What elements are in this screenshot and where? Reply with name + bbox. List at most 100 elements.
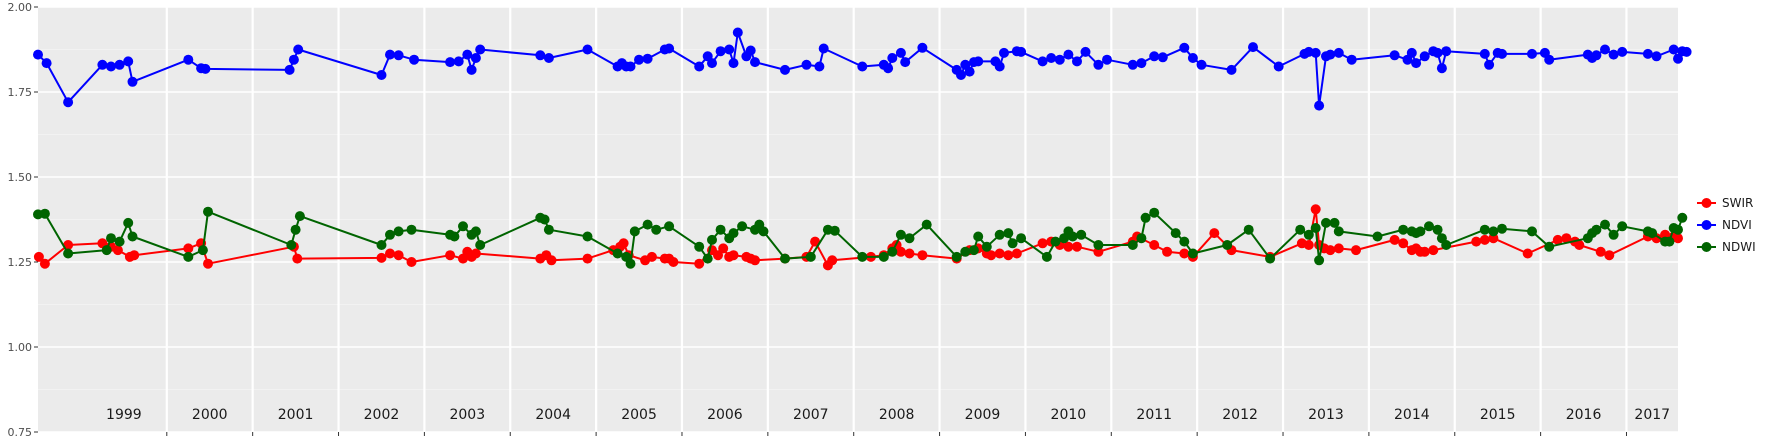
legend-key-point [1701,220,1712,230]
ndwi-point [702,253,713,264]
ndwi-point [973,231,984,242]
ndwi-point [981,241,992,252]
ndwi-point [904,233,915,244]
swir-point [1310,204,1321,215]
year-label: 2013 [1308,407,1344,423]
ndwi-point [625,258,636,269]
ndvi-point [964,66,975,77]
ndvi-point [664,43,675,54]
ndwi-point [290,224,301,235]
ndvi-point [1389,50,1400,61]
ndwi-point [1441,240,1452,250]
swir-point [1179,248,1190,259]
legend-item-swir: SWIR [1697,196,1753,210]
swir-point [986,250,997,261]
ndvi-point [994,61,1005,72]
swir-point [1003,250,1014,261]
ndvi-point [857,61,868,72]
swir-point [1574,240,1585,250]
ndwi-point [780,253,790,264]
ndwi-point [1093,240,1104,250]
ndvi-point [1642,48,1653,59]
y-tick-label: 1.00 [8,341,33,354]
ndwi-point [1016,233,1027,244]
year-label: 2010 [1051,407,1087,423]
ndwi-point [1303,229,1314,240]
swir-point [1522,248,1533,259]
ndwi-point [39,208,50,219]
year-label: 2016 [1566,407,1602,423]
ndwi-point [895,229,906,240]
year-label: 2015 [1480,407,1516,423]
swir-point [1072,241,1082,252]
ndwi-point [1527,226,1537,237]
ndvi-point [1411,58,1422,69]
ndvi-point [1406,47,1417,58]
ndwi-point [449,231,460,242]
major-gridlines [38,6,1678,433]
ndwi-point [1265,253,1276,264]
ndwi-point [470,226,481,237]
swir-point [406,257,417,267]
ndwi-point [1222,240,1233,250]
ndwi-point [582,231,593,242]
ndwi-point [183,251,194,262]
ndwi-point [543,224,554,235]
ndvi-point [1149,51,1160,62]
year-label: 2007 [793,407,829,423]
ndvi-point [582,44,593,55]
swir-point [694,258,705,269]
ndvi-point [123,56,134,67]
swir-point [1209,228,1220,239]
swir-point [1333,243,1344,254]
y-tick-label: 2.00 [8,1,33,14]
ndwi-point [1415,226,1426,237]
year-label: 2006 [707,407,743,423]
ndvi-point [1484,59,1495,70]
swir-point [183,243,194,254]
ndvi-point [293,44,304,55]
swir-point [1303,240,1314,250]
ndwi-point [458,221,468,232]
ndvi-point [284,64,295,75]
swir-point [39,258,50,269]
ndvi-point [634,54,644,65]
ndvi-point [895,47,906,58]
ndvi-point [1037,56,1048,67]
swir-point [1471,236,1482,247]
ndwi-point [715,224,726,235]
ndwi-point [1187,248,1198,259]
ndwi-point [1007,238,1018,249]
ndwi-point [1600,219,1610,230]
ndvi-point [1608,49,1619,60]
ndvi-point [818,43,829,54]
swir-point [1389,234,1400,245]
ndwi-point [1067,231,1078,242]
ndwi-point [197,245,208,256]
swir-point [376,252,387,263]
ndvi-point [1157,52,1168,63]
ndvi-point [1310,47,1321,58]
ndwi-point [1321,217,1331,228]
series-ndwi [33,206,1688,269]
ndvi-point [127,76,138,87]
ndwi-point [694,241,705,252]
swir-point [546,255,557,266]
swir-point [1479,234,1490,245]
ndwi-point [1544,241,1555,252]
ndvi-point [106,61,116,72]
ndwi-point [1647,228,1658,239]
year-label: 2009 [965,407,1001,423]
ndvi-point [97,59,108,70]
ndwi-point [1497,223,1507,234]
ndwi-point [878,251,889,262]
year-label: 2017 [1634,407,1670,423]
swir-point [1063,241,1074,252]
ndwi-point [1170,228,1181,239]
ndvi-point [114,59,125,70]
swir-point [728,250,739,261]
ndvi-point [1419,51,1430,62]
ndvi-point [1226,64,1237,75]
legend: SWIR NDVI NDWI [1697,196,1756,254]
